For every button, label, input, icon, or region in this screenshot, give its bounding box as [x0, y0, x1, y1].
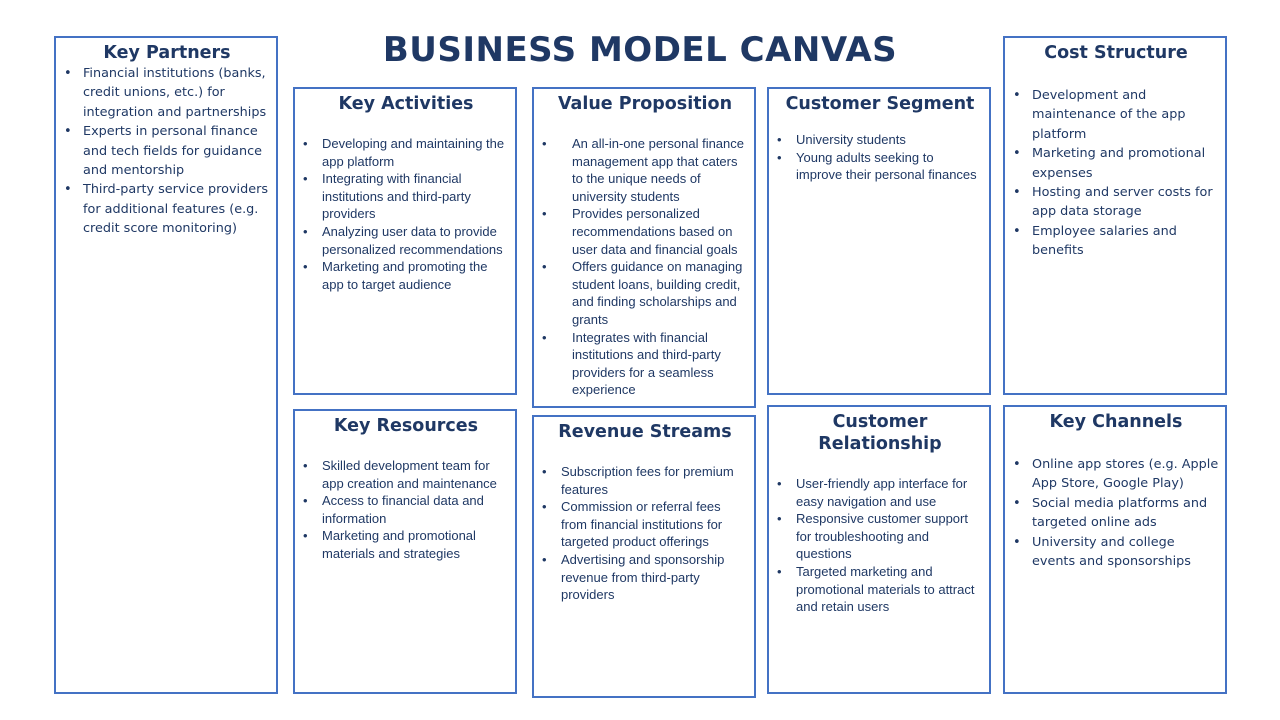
key-channels-block: Key Channels Online app stores (e.g. App…	[1003, 405, 1227, 694]
list-item: Analyzing user data to provide personali…	[303, 223, 509, 258]
cost-structure-list: Development and maintenance of the app p…	[1013, 86, 1219, 261]
list-item: Developing and maintaining the app platf…	[303, 135, 509, 170]
list-item: Offers guidance on managing student loan…	[542, 258, 748, 328]
key-resources-heading: Key Resources	[333, 416, 479, 436]
revenue-streams-heading: Revenue Streams	[558, 422, 732, 442]
customer-segment-list: University students Young adults seeking…	[777, 131, 983, 184]
list-item: Subscription fees for premium features	[542, 463, 748, 498]
list-item: User-friendly app interface for easy nav…	[777, 475, 983, 510]
list-item: Young adults seeking to improve their pe…	[777, 149, 983, 184]
customer-relationship-list: User-friendly app interface for easy nav…	[777, 475, 983, 616]
list-item: Commission or referral fees from financi…	[542, 498, 748, 551]
key-resources-block: Key Resources Skilled development team f…	[293, 409, 517, 694]
value-proposition-list: An all-in-one personal finance managemen…	[542, 135, 748, 399]
revenue-streams-list: Subscription fees for premium features C…	[542, 463, 748, 604]
list-item: University students	[777, 131, 983, 149]
list-item: Employee salaries and benefits	[1013, 222, 1219, 261]
customer-segment-heading: Customer Segment	[785, 94, 975, 114]
key-channels-list: Online app stores (e.g. Apple App Store,…	[1013, 455, 1219, 571]
list-item: Experts in personal finance and tech fie…	[64, 122, 270, 180]
key-partners-list: Financial institutions (banks, credit un…	[64, 64, 270, 239]
list-item: Responsive customer support for troubles…	[777, 510, 983, 563]
key-resources-list: Skilled development team for app creatio…	[303, 457, 509, 563]
key-partners-block: Key Partners Financial institutions (ban…	[54, 36, 278, 694]
key-activities-block: Key Activities Developing and maintainin…	[293, 87, 517, 395]
list-item: Development and maintenance of the app p…	[1013, 86, 1219, 144]
customer-relationship-heading: Customer Relationship	[818, 412, 942, 454]
list-item: Marketing and promoting the app to targe…	[303, 258, 509, 293]
list-item: Targeted marketing and promotional mater…	[777, 563, 983, 616]
value-proposition-heading: Value Proposition	[557, 94, 733, 114]
page-title: BUSINESS MODEL CANVAS	[382, 30, 898, 70]
list-item: Social media platforms and targeted onli…	[1013, 494, 1219, 533]
key-activities-heading: Key Activities	[338, 94, 474, 114]
list-item: Third-party service providers for additi…	[64, 180, 270, 238]
cost-structure-heading: Cost Structure	[1044, 43, 1188, 63]
key-partners-heading: Key Partners	[103, 43, 231, 63]
key-activities-list: Developing and maintaining the app platf…	[303, 135, 509, 293]
list-item: University and college events and sponso…	[1013, 533, 1219, 572]
list-item: Integrates with financial institutions a…	[542, 329, 748, 399]
list-item: Skilled development team for app creatio…	[303, 457, 509, 492]
list-item: Advertising and sponsorship revenue from…	[542, 551, 748, 604]
value-proposition-block: Value Proposition An all-in-one personal…	[532, 87, 756, 408]
list-item: Hosting and server costs for app data st…	[1013, 183, 1219, 222]
list-item: An all-in-one personal finance managemen…	[542, 135, 748, 205]
revenue-streams-block: Revenue Streams Subscription fees for pr…	[532, 415, 756, 698]
list-item: Provides personalized recommendations ba…	[542, 205, 748, 258]
list-item: Integrating with financial institutions …	[303, 170, 509, 223]
customer-relationship-block: Customer Relationship User-friendly app …	[767, 405, 991, 694]
cost-structure-block: Cost Structure Development and maintenan…	[1003, 36, 1227, 395]
list-item: Marketing and promotional materials and …	[303, 527, 509, 562]
list-item: Access to financial data and information	[303, 492, 509, 527]
list-item: Financial institutions (banks, credit un…	[64, 64, 270, 122]
list-item: Marketing and promotional expenses	[1013, 144, 1219, 183]
list-item: Online app stores (e.g. Apple App Store,…	[1013, 455, 1219, 494]
customer-segment-block: Customer Segment University students You…	[767, 87, 991, 395]
key-channels-heading: Key Channels	[1049, 412, 1183, 432]
